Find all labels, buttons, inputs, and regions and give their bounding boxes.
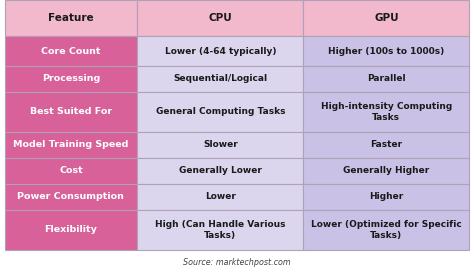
Text: CPU: CPU [209,13,232,23]
Text: Lower (4-64 typically): Lower (4-64 typically) [164,47,276,56]
FancyBboxPatch shape [303,132,469,158]
Text: Feature: Feature [48,13,94,23]
FancyBboxPatch shape [137,210,303,250]
Text: Best Suited For: Best Suited For [30,107,112,116]
Text: High (Can Handle Various
Tasks): High (Can Handle Various Tasks) [155,220,285,240]
FancyBboxPatch shape [5,158,137,184]
FancyBboxPatch shape [5,210,137,250]
FancyBboxPatch shape [137,92,303,132]
FancyBboxPatch shape [137,158,303,184]
Text: Core Count: Core Count [41,47,100,56]
FancyBboxPatch shape [137,184,303,210]
Text: Slower: Slower [203,140,237,149]
Text: Higher (100s to 1000s): Higher (100s to 1000s) [328,47,445,56]
Text: Higher: Higher [369,192,403,201]
FancyBboxPatch shape [303,184,469,210]
Text: GPU: GPU [374,13,399,23]
FancyBboxPatch shape [5,92,137,132]
Text: Processing: Processing [42,75,100,84]
Text: Model Training Speed: Model Training Speed [13,140,128,149]
Text: Generally Higher: Generally Higher [343,166,429,175]
FancyBboxPatch shape [303,92,469,132]
FancyBboxPatch shape [137,132,303,158]
Text: Lower (Optimized for Specific
Tasks): Lower (Optimized for Specific Tasks) [311,220,462,240]
FancyBboxPatch shape [303,36,469,66]
FancyBboxPatch shape [5,132,137,158]
Text: Cost: Cost [59,166,83,175]
Text: Lower: Lower [205,192,236,201]
Text: High-intensity Computing
Tasks: High-intensity Computing Tasks [321,102,452,122]
Text: Sequential/Logical: Sequential/Logical [173,75,267,84]
Text: Power Consumption: Power Consumption [18,192,124,201]
FancyBboxPatch shape [137,0,303,36]
Text: Parallel: Parallel [367,75,406,84]
FancyBboxPatch shape [303,210,469,250]
FancyBboxPatch shape [137,36,303,66]
FancyBboxPatch shape [303,0,469,36]
Text: Faster: Faster [370,140,402,149]
Text: Generally Lower: Generally Lower [179,166,262,175]
FancyBboxPatch shape [303,66,469,92]
Text: Flexibility: Flexibility [45,225,97,234]
FancyBboxPatch shape [5,184,137,210]
Text: General Computing Tasks: General Computing Tasks [155,107,285,116]
FancyBboxPatch shape [5,66,137,92]
Text: Source: marktechpost.com: Source: marktechpost.com [183,258,291,267]
FancyBboxPatch shape [303,158,469,184]
FancyBboxPatch shape [5,36,137,66]
FancyBboxPatch shape [5,0,137,36]
FancyBboxPatch shape [137,66,303,92]
